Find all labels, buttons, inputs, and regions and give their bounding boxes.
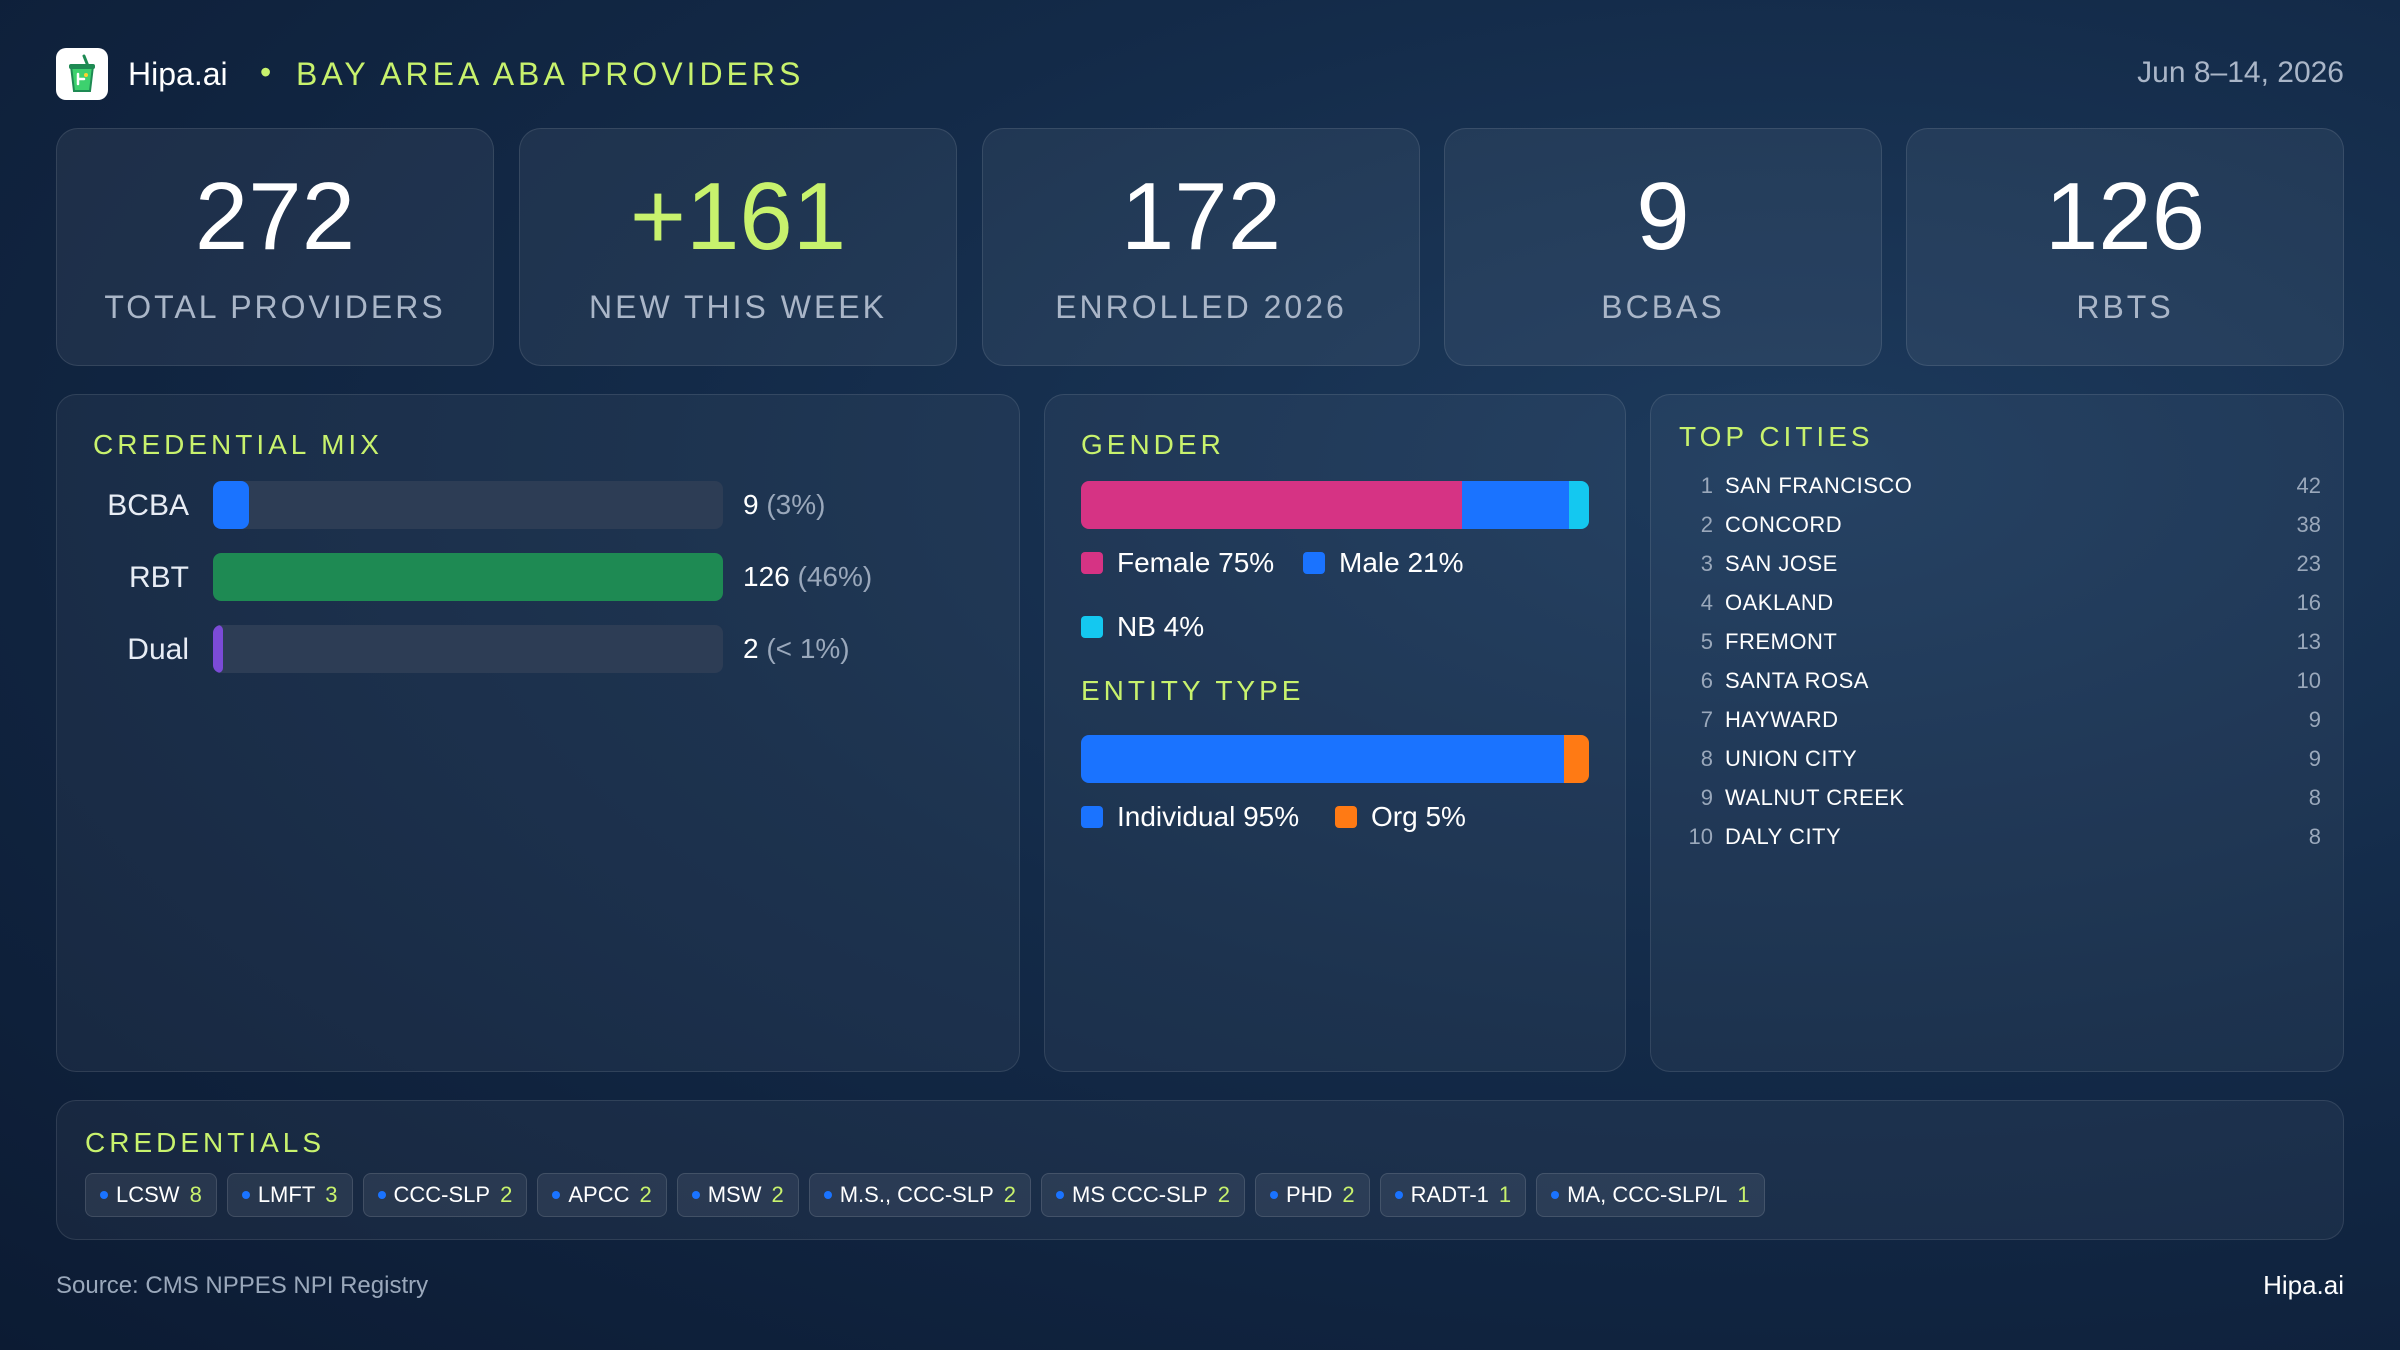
kpi-card-bcbas: 9 BCBAS <box>1444 128 1882 366</box>
credentials-panel: CREDENTIALS LCSW 8 LMFT 3 CCC-SLP 2 APCC 2 M… <box>56 1100 2344 1240</box>
bar-track <box>213 481 723 529</box>
credential-chip: CCC-SLP 2 <box>362 1173 528 1217</box>
segment-individual <box>1081 735 1564 783</box>
brand-name: Hipa.ai <box>128 56 228 92</box>
city-row: 1 SAN FRANCISCO 42 <box>1700 473 2321 498</box>
credential-chip: LMFT 3 <box>226 1173 353 1217</box>
credential-chips: LCSW 8 LMFT 3 CCC-SLP 2 APCC 2 MSW 2 M.S., CC… <box>85 1173 1765 1217</box>
bar-track <box>213 553 723 601</box>
legend-org: Org 5% <box>1335 801 1466 833</box>
bar-track <box>213 625 723 673</box>
credential-chip: MA, CCC-SLP/L 1 <box>1536 1173 1765 1217</box>
gender-entity-panel: GENDER Female 75% Male 21% NB 4% ENTITY … <box>1044 394 1626 1072</box>
city-row: 4 OAKLAND 16 <box>1700 590 2321 615</box>
kpi-value: 9 <box>1636 163 1690 270</box>
legend-swatch <box>1081 616 1103 638</box>
city-row: 9 WALNUT CREEK 8 <box>1700 785 2321 810</box>
kpi-label: RBTS <box>2076 289 2174 325</box>
city-row: 7 HAYWARD 9 <box>1700 707 2321 732</box>
bar-value-dual: 2 (< 1%) <box>743 633 850 664</box>
legend-swatch <box>1335 806 1357 828</box>
credential-chip: PHD 2 <box>1254 1173 1370 1217</box>
gender-stacked-bar <box>1081 481 1589 529</box>
panel-title: ENTITY TYPE <box>1081 675 1305 706</box>
legend-male: Male 21% <box>1303 547 1464 579</box>
title-separator: • <box>260 54 272 90</box>
panel-title: CREDENTIAL MIX <box>93 429 383 460</box>
city-row: 10 DALY CITY 8 <box>1688 824 2321 849</box>
kpi-label: ENROLLED 2026 <box>1055 289 1347 325</box>
city-row: 8 UNION CITY 9 <box>1700 746 2321 771</box>
segment-nb <box>1568 481 1589 529</box>
kpi-label: NEW THIS WEEK <box>589 289 887 325</box>
credential-chip: RADT-1 1 <box>1379 1173 1527 1217</box>
header: Hipa.ai • BAY AREA ABA PROVIDERS Jun 8–1… <box>56 46 2344 102</box>
segment-female <box>1081 481 1462 529</box>
bar-label-rbt: RBT <box>129 561 189 594</box>
credential-chip: LCSW 8 <box>85 1173 217 1217</box>
segment-org <box>1563 735 1589 783</box>
credential-chip: APCC 2 <box>537 1173 667 1217</box>
city-row: 6 SANTA ROSA 10 <box>1700 668 2321 693</box>
kpi-value: 126 <box>2044 163 2206 270</box>
kpi-card-total-providers: 272 TOTAL PROVIDERS <box>56 128 494 366</box>
top-cities-panel: TOP CITIES 1 SAN FRANCISCO 42 2 CONCORD 38 3… <box>1650 394 2344 1072</box>
city-row: 5 FREMONT 13 <box>1700 629 2321 654</box>
kpi-label: TOTAL PROVIDERS <box>104 289 446 325</box>
legend-swatch <box>1303 552 1325 574</box>
panel-title: CREDENTIALS <box>85 1127 326 1158</box>
bar-dual <box>213 625 223 673</box>
credential-mix-panel: CREDENTIAL MIX BCBA 9 (3%) RBT 126 (46%)… <box>56 394 1020 1072</box>
bar-value-rbt: 126 (46%) <box>743 561 873 592</box>
date-range: Jun 8–14, 2026 <box>2137 56 2344 89</box>
credential-chip: MS CCC-SLP 2 <box>1041 1173 1245 1217</box>
kpi-card-new-this-week: +161 NEW THIS WEEK <box>519 128 957 366</box>
source-note: Source: CMS NPPES NPI Registry <box>56 1272 429 1299</box>
bar-bcba <box>213 481 250 529</box>
kpi-card-enrolled-2026: 172 ENROLLED 2026 <box>982 128 1420 366</box>
legend-swatch <box>1081 552 1103 574</box>
segment-male <box>1462 481 1569 529</box>
legend-swatch <box>1081 806 1103 828</box>
cup-icon <box>56 48 108 100</box>
legend-nb: NB 4% <box>1081 611 1204 643</box>
bar-rbt <box>213 553 723 601</box>
legend-individual: Individual 95% <box>1081 801 1299 833</box>
bar-label-dual: Dual <box>127 633 189 666</box>
panel-title: GENDER <box>1081 429 1225 460</box>
city-row: 3 SAN JOSE 23 <box>1700 551 2321 576</box>
bar-label-bcba: BCBA <box>107 489 189 522</box>
footer-brand: Hipa.ai <box>2263 1270 2344 1300</box>
kpi-value: 172 <box>1120 163 1282 270</box>
entity-stacked-bar <box>1081 735 1589 783</box>
panel-title: TOP CITIES <box>1679 421 1874 452</box>
bar-value-bcba: 9 (3%) <box>743 489 826 520</box>
kpi-card-rbts: 126 RBTS <box>1906 128 2344 366</box>
legend-female: Female 75% <box>1081 547 1274 579</box>
kpi-value: 272 <box>194 163 356 270</box>
report-title: BAY AREA ABA PROVIDERS <box>296 56 805 92</box>
kpi-label: BCBAS <box>1601 289 1725 325</box>
kpi-value: +161 <box>629 163 847 270</box>
credential-chip: MSW 2 <box>676 1173 799 1217</box>
city-row: 2 CONCORD 38 <box>1700 512 2321 537</box>
credential-chip: M.S., CCC-SLP 2 <box>808 1173 1032 1217</box>
